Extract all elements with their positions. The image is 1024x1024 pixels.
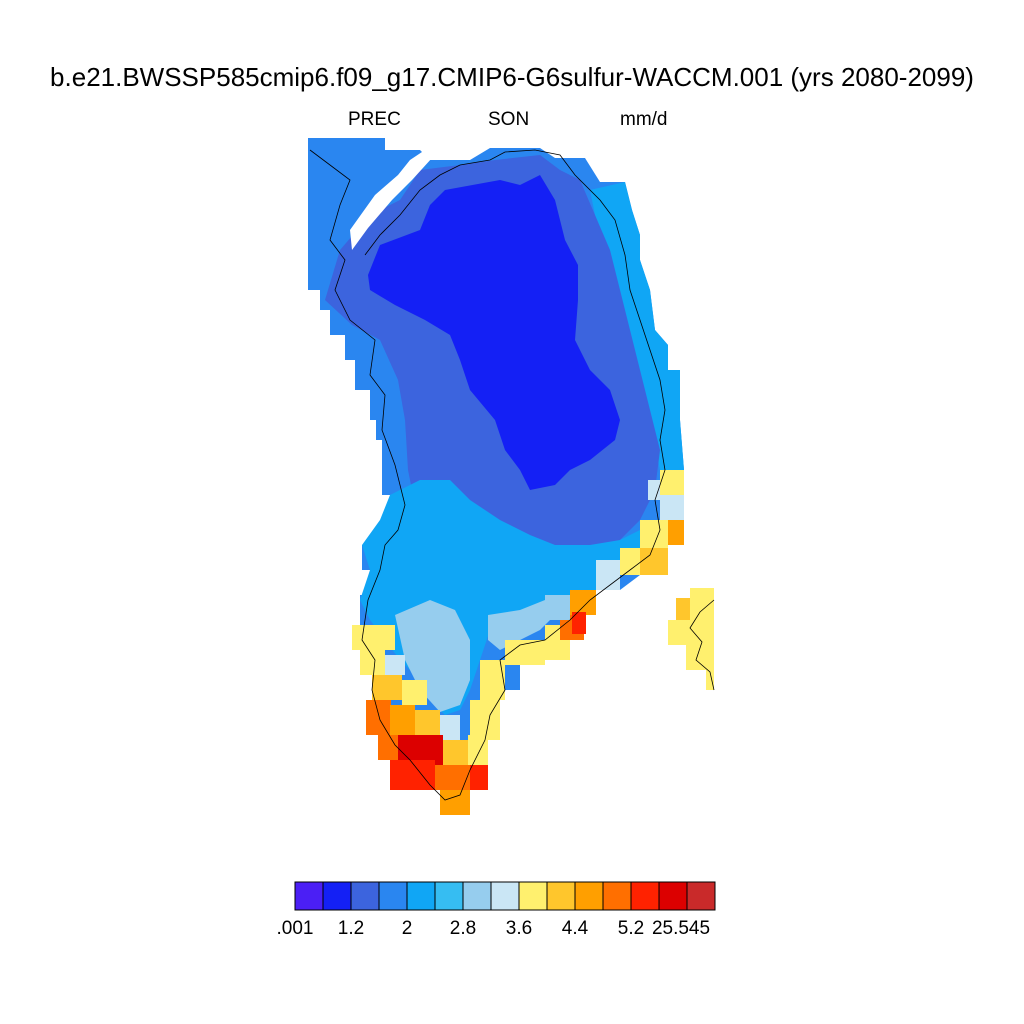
island-coastline (689, 599, 715, 691)
colorbar-tick-label: .001 (276, 918, 314, 939)
east-coast-blue (590, 182, 684, 470)
cell (640, 520, 668, 548)
cell (366, 700, 391, 735)
cell (372, 675, 402, 700)
season-label: SON (488, 109, 530, 130)
coastline (309, 149, 666, 801)
colorbar-tick-label: 4.4 (561, 918, 589, 939)
cell (390, 705, 415, 735)
units-label: mm/d (620, 109, 668, 130)
plot-title: b.e21.BWSSP585cmip6.f09_g17.CMIP6-G6sulf… (50, 62, 974, 92)
cell (470, 765, 488, 790)
cell (440, 715, 460, 740)
cell (640, 548, 668, 575)
cell (443, 740, 468, 765)
cell (352, 625, 370, 650)
colorbar-tick-label: 1.2 (337, 918, 365, 939)
island-cell (668, 620, 690, 645)
colorbar-tick-label: 2 (401, 918, 413, 939)
cell (390, 760, 435, 790)
cell (402, 680, 427, 705)
island-cell (676, 598, 690, 620)
cell (415, 710, 440, 735)
island-cell (706, 670, 714, 690)
island-cell (690, 588, 714, 620)
colorbar-tick-label: 3.6 (505, 918, 533, 939)
cell (435, 765, 470, 790)
colorbar-tick-label: 25.545 (651, 918, 711, 939)
strait-gap (350, 148, 432, 250)
cell (572, 612, 586, 634)
colorbar-tick-label: 2.8 (449, 918, 477, 939)
south-light-band (395, 600, 470, 712)
cell (660, 495, 684, 520)
cell (440, 790, 470, 815)
colorbar-tick-label: 5.2 (617, 918, 645, 939)
cell (360, 650, 385, 675)
cell (570, 590, 596, 615)
cell (370, 625, 395, 650)
cell (545, 595, 570, 620)
variable-label: PREC (348, 109, 401, 130)
cell (468, 735, 488, 765)
ice-sheet-core (368, 175, 620, 490)
south-east-light-band (488, 600, 560, 650)
cell (596, 560, 620, 590)
cell (668, 520, 684, 545)
cell (385, 655, 405, 675)
cell (620, 548, 640, 575)
